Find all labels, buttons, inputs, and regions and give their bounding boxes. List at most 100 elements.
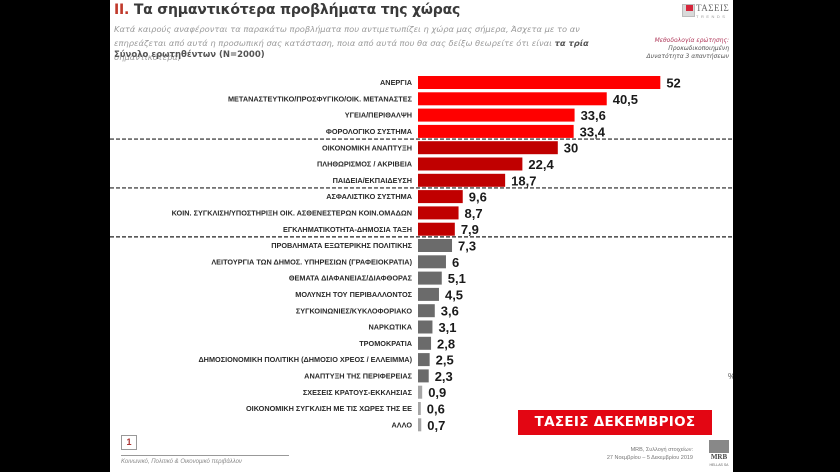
value-label: 33,6: [581, 108, 606, 123]
bar: [418, 353, 430, 367]
category-label: ΑΛΛΟ: [392, 420, 413, 429]
page-title: II. Τα σημαντικότερα προβλήματα της χώρα…: [114, 2, 460, 18]
bar-row: ΘΕΜΑΤΑ ΔΙΑΦΑΝΕΙΑΣ/ΔΙΑΦΘΟΡΑΣ 5,1: [289, 271, 466, 286]
bar: [418, 418, 422, 432]
category-label: ΠΑΙΔΕΙΑ/ΕΚΠΑΙΔΕΥΣΗ: [333, 176, 412, 185]
value-label: 0,7: [427, 418, 445, 433]
bar-row: ΛΕΙΤΟΥΡΓΙΑ ΤΩΝ ΔΗΜΟΣ. ΥΠΗΡΕΣΙΩΝ (ΓΡΑΦΕΙΟ…: [211, 255, 459, 270]
title-text: Τα σημαντικότερα προβλήματα της χώρας: [133, 2, 461, 18]
mrb-logo: MRB HELLAS SA: [709, 440, 729, 470]
methodology-line-1: Προκωδικοποιημένη: [668, 45, 729, 52]
category-label: ΜΕΤΑΝΑΣΤΕΥΤΙΚΟ/ΠΡΟΣΦΥΓΙΚΟ/ΟΙΚ. ΜΕΤΑΝΑΣΤΕ…: [228, 94, 413, 103]
bar: [418, 239, 453, 252]
bar-row: ΚΟΙΝ. ΣΥΓΚΛΙΣΗ/ΥΠΟΣΤΗΡΙΞΗ ΟΙΚ. ΑΣΘΕΝΕΣΤΕ…: [172, 206, 483, 221]
methodology-line-2: Δυνατότητα 3 απαντήσεων: [646, 53, 730, 60]
category-label: ΜΟΛΥΝΣΗ ΤΟΥ ΠΕΡΙΒΑΛΛΟΝΤΟΣ: [295, 290, 412, 299]
bar-row: ΜΕΤΑΝΑΣΤΕΥΤΙΚΟ/ΠΡΟΣΦΥΓΙΚΟ/ΟΙΚ. ΜΕΤΑΝΑΣΤΕ…: [228, 92, 638, 107]
bar-chart: ΑΝΕΡΓΙΑ 52 ΜΕΤΑΝΑΣΤΕΥΤΙΚΟ/ΠΡΟΣΦΥΓΙΚΟ/ΟΙΚ. …: [110, 76, 733, 433]
category-label: ΝΑΡΚΩΤΙΚΑ: [368, 323, 412, 332]
bar: [418, 141, 558, 155]
value-label: 3,6: [441, 304, 459, 319]
bar: [418, 385, 423, 399]
methodology-heading: Μεθοδολογία ερώτησης:: [654, 37, 729, 44]
value-label: 18,7: [511, 173, 536, 188]
bar: [418, 287, 439, 301]
category-label: ΘΕΜΑΤΑ ΔΙΑΦΑΝΕΙΑΣ/ΔΙΑΦΘΟΡΑΣ: [289, 274, 413, 283]
category-label: ΟΙΚΟΝΟΜΙΚΗ ΑΝΑΠΤΥΞΗ: [322, 143, 412, 152]
bar-row: ΜΟΛΥΝΣΗ ΤΟΥ ΠΕΡΙΒΑΛΛΟΝΤΟΣ 4,5: [295, 287, 463, 302]
bar: [418, 271, 442, 285]
bar-row: ΠΡΟΒΛΗΜΑΤΑ ΕΞΩΤΕΡΙΚΗΣ ΠΟΛΙΤΙΚΗΣ 7,3: [271, 239, 476, 254]
bar-row: ΦΟΡΟΛΟΓΙΚΟ ΣΥΣΤΗΜΑ 33,4: [326, 124, 606, 139]
section-label: Κοινωνικό, Πολιτικό & Οικονομικό περιβάλ…: [121, 459, 242, 465]
bar: [418, 336, 432, 350]
page-number: 1: [121, 435, 137, 450]
bar: [418, 402, 421, 415]
bar: [418, 190, 463, 204]
bar: [418, 124, 574, 138]
category-label: ΑΝΑΠΤΥΞΗ ΤΗΣ ΠΕΡΙΦΕΡΕΙΑΣ: [304, 372, 412, 381]
category-label: ΠΡΟΒΛΗΜΑΤΑ ΕΞΩΤΕΡΙΚΗΣ ΠΟΛΙΤΙΚΗΣ: [271, 241, 412, 250]
bar: [418, 304, 435, 318]
slide: II. Τα σημαντικότερα προβλήματα της χώρα…: [110, 0, 733, 472]
question-emphasis: τα τρία: [554, 38, 589, 48]
bar: [418, 108, 575, 122]
value-label: 5,1: [448, 271, 466, 286]
question-part-1: Κατά καιρούς αναφέρονται τα παρακάτω προ…: [114, 24, 580, 48]
bar-row: ΣΥΓΚΟΙΝΩΝΙΕΣ/ΚΥΚΛΟΦΟΡΙΑΚΟ 3,6: [296, 304, 459, 319]
value-label: 7,9: [461, 222, 479, 237]
bar-row: ΑΝΕΡΓΙΑ 52: [380, 76, 681, 91]
bar: [418, 92, 607, 106]
category-label: ΠΛΗΘΩΡΙΣΜΟΣ / ΑΚΡΙΒΕΙΑ: [317, 160, 413, 169]
category-label: ΔΗΜΟΣΙΟΝΟΜΙΚΗ ΠΟΛΙΤΙΚΗ (ΔΗΜΟΣΙΟ ΧΡΕΟΣ / …: [198, 355, 412, 364]
bar-row: ΑΛΛΟ 0,7: [392, 418, 446, 433]
mrb-logo-sub: HELLAS SA: [709, 463, 729, 467]
bar-row: ΤΡΟΜΟΚΡΑΤΙΑ 2,8: [359, 336, 455, 351]
logo-mark-icon: [682, 4, 695, 17]
bar-row: ΑΣΦΑΛΙΣΤΙΚΟ ΣΥΣΤΗΜΑ 9,6: [326, 190, 487, 205]
logo-sub: TRENDS: [696, 14, 728, 19]
value-label: 9,6: [469, 190, 487, 205]
value-label: 30: [564, 141, 578, 156]
bar: [418, 222, 455, 236]
category-label: ΤΡΟΜΟΚΡΑΤΙΑ: [359, 339, 412, 348]
category-label: ΣΥΓΚΟΙΝΩΝΙΕΣ/ΚΥΚΛΟΦΟΡΙΑΚΟ: [296, 306, 412, 315]
bar-row: ΠΑΙΔΕΙΑ/ΕΚΠΑΙΔΕΥΣΗ 18,7: [333, 173, 537, 188]
bar-row: ΣΧΕΣΕΙΣ ΚΡΑΤΟΥΣ-ΕΚΚΛΗΣΙΑΣ 0,9: [303, 385, 446, 400]
footer-divider: [121, 455, 289, 456]
category-label: ΕΓΚΛΗΜΑΤΙΚΟΤΗΤΑ-ΔΗΜΟΣΙΑ ΤΑΞΗ: [283, 225, 412, 234]
bar-row: ΑΝΑΠΤΥΞΗ ΤΗΣ ΠΕΡΙΦΕΡΕΙΑΣ 2,3: [304, 369, 453, 384]
bar: [418, 76, 661, 89]
value-label: 6: [452, 255, 459, 270]
value-label: 2,5: [436, 353, 454, 368]
value-label: 33,4: [580, 124, 606, 139]
value-label: 4,5: [445, 287, 463, 302]
value-label: 7,3: [458, 239, 476, 254]
bar-row: ΕΓΚΛΗΜΑΤΙΚΟΤΗΤΑ-ΔΗΜΟΣΙΑ ΤΑΞΗ 7,9: [283, 222, 479, 237]
bar-row: ΥΓΕΙΑ/ΠΕΡΙΘΑΛΨΗ 33,6: [345, 108, 606, 123]
category-label: ΥΓΕΙΑ/ΠΕΡΙΘΑΛΨΗ: [345, 111, 412, 120]
category-label: ΚΟΙΝ. ΣΥΓΚΛΙΣΗ/ΥΠΟΣΤΗΡΙΞΗ ΟΙΚ. ΑΣΘΕΝΕΣΤΕ…: [172, 209, 412, 218]
value-label: 0,9: [428, 385, 446, 400]
value-label: 40,5: [613, 92, 638, 107]
bar-row: ΟΙΚΟΝΟΜΙΚΗ ΣΥΓΚΛΙΣΗ ΜΕ ΤΙΣ ΧΩΡΕΣ ΤΗΣ ΕΕ 0…: [246, 402, 445, 417]
bar: [418, 173, 506, 187]
mrb-logo-mark-icon: [709, 440, 729, 453]
category-label: ΛΕΙΤΟΥΡΓΙΑ ΤΩΝ ΔΗΜΟΣ. ΥΠΗΡΕΣΙΩΝ (ΓΡΑΦΕΙΟ…: [211, 257, 412, 266]
percent-unit: %: [728, 372, 733, 381]
bar-row: ΝΑΡΚΩΤΙΚΑ 3,1: [368, 320, 456, 335]
mrb-logo-text: MRB: [710, 453, 728, 461]
value-label: 22,4: [528, 157, 554, 172]
bar-row: ΠΛΗΘΩΡΙΣΜΟΣ / ΑΚΡΙΒΕΙΑ 22,4: [317, 157, 554, 172]
bar: [418, 157, 523, 171]
value-label: 3,1: [438, 320, 456, 335]
category-label: ΦΟΡΟΛΟΓΙΚΟ ΣΥΣΤΗΜΑ: [326, 127, 413, 136]
category-label: ΑΝΕΡΓΙΑ: [380, 78, 413, 87]
source-line-2: 27 Νοεμβρίου – 5 Δεκεμβρίου 2019: [606, 455, 693, 461]
value-label: 0,6: [427, 402, 445, 417]
survey-banner: ΤΑΣΕΙΣ ΔΕΚΕΜΒΡΙΟΣ 2019: [518, 410, 712, 455]
bar: [418, 255, 446, 269]
value-label: 52: [666, 76, 680, 91]
source-line-1: MRB, Συλλογή στοιχείων:: [630, 447, 693, 453]
question-part-2: σημαντικότερα;: [114, 52, 181, 62]
